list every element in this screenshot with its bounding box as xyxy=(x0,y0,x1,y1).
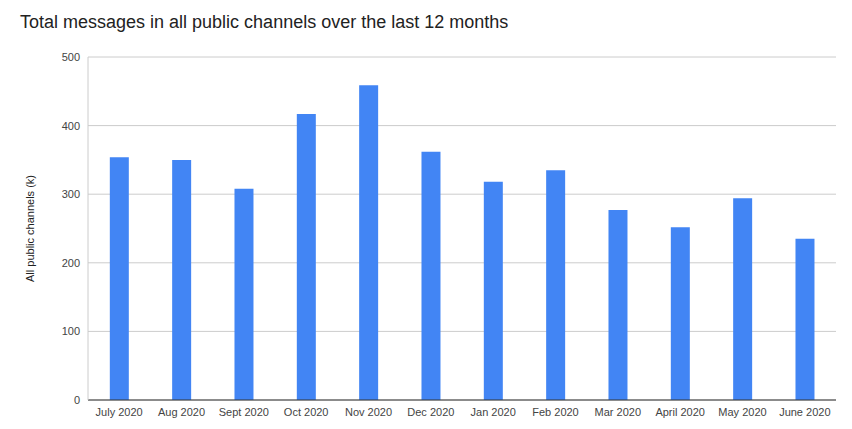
svg-text:0: 0 xyxy=(74,394,80,406)
svg-text:April 2020: April 2020 xyxy=(655,406,705,418)
svg-text:500: 500 xyxy=(62,51,80,63)
svg-text:June 2020: June 2020 xyxy=(779,406,830,418)
svg-text:May 2020: May 2020 xyxy=(718,406,766,418)
svg-text:200: 200 xyxy=(62,257,80,269)
svg-text:All public channels (k): All public channels (k) xyxy=(24,175,36,282)
svg-text:Aug 2020: Aug 2020 xyxy=(158,406,205,418)
svg-text:300: 300 xyxy=(62,188,80,200)
html-text:Total messages in all public c: Total messages in all public channels ov… xyxy=(20,12,509,32)
svg-text:Dec 2020: Dec 2020 xyxy=(407,406,454,418)
svg-text:Sept 2020: Sept 2020 xyxy=(219,406,269,418)
svg-text:Jan 2020: Jan 2020 xyxy=(471,406,516,418)
svg-text:Feb 2020: Feb 2020 xyxy=(532,406,578,418)
svg-text:Oct 2020: Oct 2020 xyxy=(284,406,329,418)
svg-text:100: 100 xyxy=(62,325,80,337)
svg-text:Nov 2020: Nov 2020 xyxy=(345,406,392,418)
svg-text:Mar 2020: Mar 2020 xyxy=(595,406,641,418)
svg-text:July 2020: July 2020 xyxy=(96,406,143,418)
svg-text:400: 400 xyxy=(62,120,80,132)
